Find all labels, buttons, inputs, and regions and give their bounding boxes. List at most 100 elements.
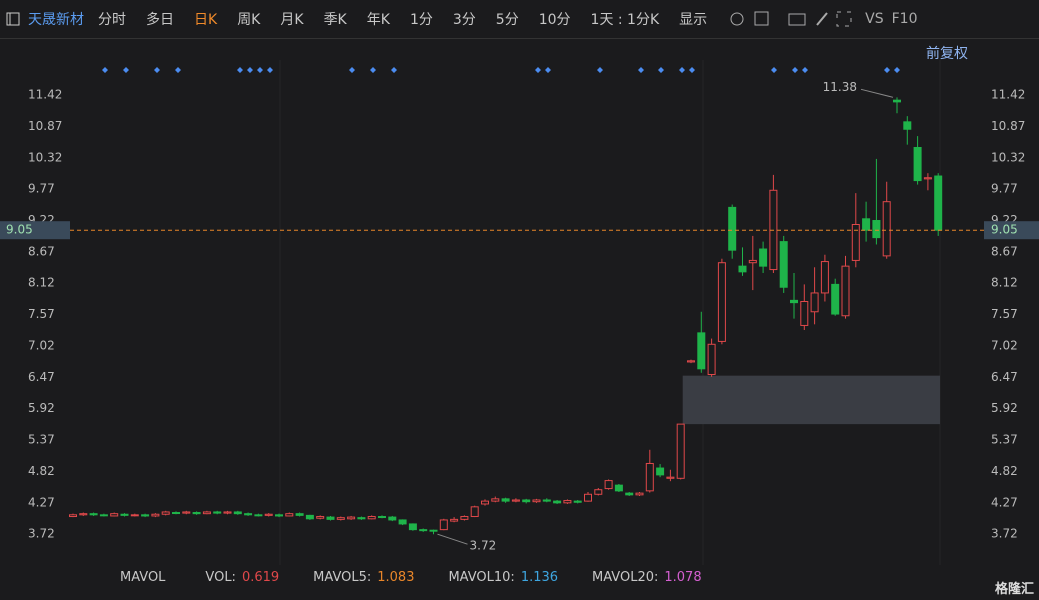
candle-body	[398, 519, 407, 525]
y-tick-label-right: 5.37	[991, 433, 1018, 447]
candle-body	[264, 513, 273, 516]
candle-body	[295, 513, 304, 516]
candle-body	[923, 177, 932, 180]
y-tick-label-left: 6.47	[28, 370, 55, 384]
event-markers	[102, 67, 900, 73]
y-tick-label-left: 8.12	[28, 276, 55, 290]
tab[interactable]: 月K	[280, 12, 304, 28]
candle-body	[625, 492, 634, 496]
candle-body	[676, 423, 685, 479]
candle-body	[213, 511, 222, 514]
indicator-label: MAVOL10:	[448, 570, 515, 585]
indicator-label: MAVOL5:	[313, 570, 372, 585]
candle-body	[110, 513, 119, 517]
tab[interactable]: 1分	[409, 12, 433, 28]
indicator-name[interactable]: MAVOL	[120, 570, 166, 585]
candle-body	[728, 206, 737, 251]
candle-body	[542, 499, 551, 502]
tab[interactable]: 1天 : 1分K	[590, 12, 660, 28]
candle-body	[491, 498, 500, 502]
y-tick-label-left: 5.92	[28, 401, 55, 415]
toolbar: 天晟新材 分时 多日 日K 周K 月K 季K 年K 1分 3分 5分 10分 1天 : 1分K 显示 V…	[0, 0, 1039, 39]
y-tick-label-left: 11.42	[28, 88, 62, 102]
candle-body	[563, 500, 572, 504]
candle-body	[553, 500, 562, 504]
tab[interactable]: 年K	[366, 12, 390, 28]
candle-body	[120, 513, 129, 516]
candle-body	[69, 514, 77, 518]
tab[interactable]: 多日	[146, 12, 174, 28]
tab[interactable]: 5分	[495, 12, 519, 28]
tab[interactable]: 10分	[538, 12, 571, 28]
y-tick-label-left: 7.57	[28, 307, 55, 321]
candle-body	[192, 512, 201, 515]
candle-body	[347, 516, 356, 520]
candle-body	[656, 467, 665, 476]
candle-body	[429, 529, 438, 532]
y-tick-label-right: 6.47	[991, 370, 1018, 384]
candle-body	[130, 514, 139, 517]
tab[interactable]: 周K	[237, 12, 261, 28]
adjust-mode[interactable]: 前复权	[926, 46, 968, 62]
tool-item[interactable]: F10	[891, 11, 918, 27]
indicator-value: 0.619	[241, 570, 280, 585]
candle-body	[614, 484, 623, 492]
tab[interactable]: 日K	[194, 12, 218, 28]
y-tick-label-right: 8.12	[991, 276, 1018, 290]
candle-body	[851, 224, 860, 261]
price-label-left: 9.05	[6, 223, 33, 237]
price-label-right: 9.05	[991, 223, 1018, 237]
candle-body	[439, 519, 448, 531]
candle-body	[99, 514, 108, 517]
y-tick-label-right: 7.57	[991, 307, 1018, 321]
y-tick-label-left: 10.87	[28, 119, 62, 133]
y-tick-label-right: 3.72	[991, 527, 1018, 541]
candle-body	[645, 462, 654, 492]
candle-body	[285, 513, 294, 517]
candle-body	[357, 517, 366, 520]
y-tick-label-right: 4.82	[991, 464, 1018, 478]
tabs: 分时 多日 日K 周K 月K 季K 年K 1分 3分 5分 10分 1天 : 1分K 显示	[98, 9, 727, 29]
candle-body	[223, 511, 232, 514]
logo: 格隆汇	[995, 582, 1035, 597]
y-tick-label-right: 7.02	[991, 338, 1018, 352]
tool-item[interactable]: VS	[865, 11, 884, 27]
candle-body	[408, 523, 417, 531]
y-tick-label-left: 4.27	[28, 495, 55, 509]
y-tick-label-left: 5.37	[28, 433, 55, 447]
y-tick-label-left: 7.02	[28, 338, 55, 352]
tab[interactable]: 季K	[323, 12, 347, 28]
candle-body	[161, 511, 170, 515]
candle-body	[305, 514, 314, 520]
candle-body	[687, 360, 695, 363]
candle-body	[820, 261, 829, 294]
candle-body	[594, 489, 603, 495]
y-tick-label-right: 4.27	[991, 495, 1018, 509]
y-tick-label-right: 9.77	[991, 182, 1018, 196]
stock-name[interactable]: 天晟新材	[28, 12, 84, 28]
tab[interactable]: 3分	[452, 12, 476, 28]
candle-body	[79, 513, 88, 516]
candle-body	[738, 265, 747, 273]
candle-body	[666, 476, 675, 479]
y-tick-label-left: 8.67	[28, 244, 55, 258]
price-box-right	[984, 221, 1039, 240]
gap-zone	[682, 375, 940, 425]
candle-body	[697, 332, 706, 370]
candle-body	[244, 513, 253, 516]
candle-body	[254, 514, 263, 517]
tab[interactable]: 显示	[679, 12, 708, 28]
y-tick-label-right: 10.32	[991, 150, 1025, 164]
candle-body	[748, 259, 757, 264]
candle-body	[913, 147, 922, 182]
candle-body	[89, 513, 98, 516]
candle-body	[481, 500, 489, 505]
max-label: 11.38	[823, 80, 857, 94]
tab[interactable]: 分时	[98, 12, 126, 28]
y-tick-label-left: 9.77	[28, 182, 55, 196]
menu-icon[interactable]	[6, 12, 20, 26]
candle-body	[841, 265, 850, 317]
y-tick-label-left: 4.82	[28, 464, 55, 478]
candle-body	[336, 517, 345, 520]
